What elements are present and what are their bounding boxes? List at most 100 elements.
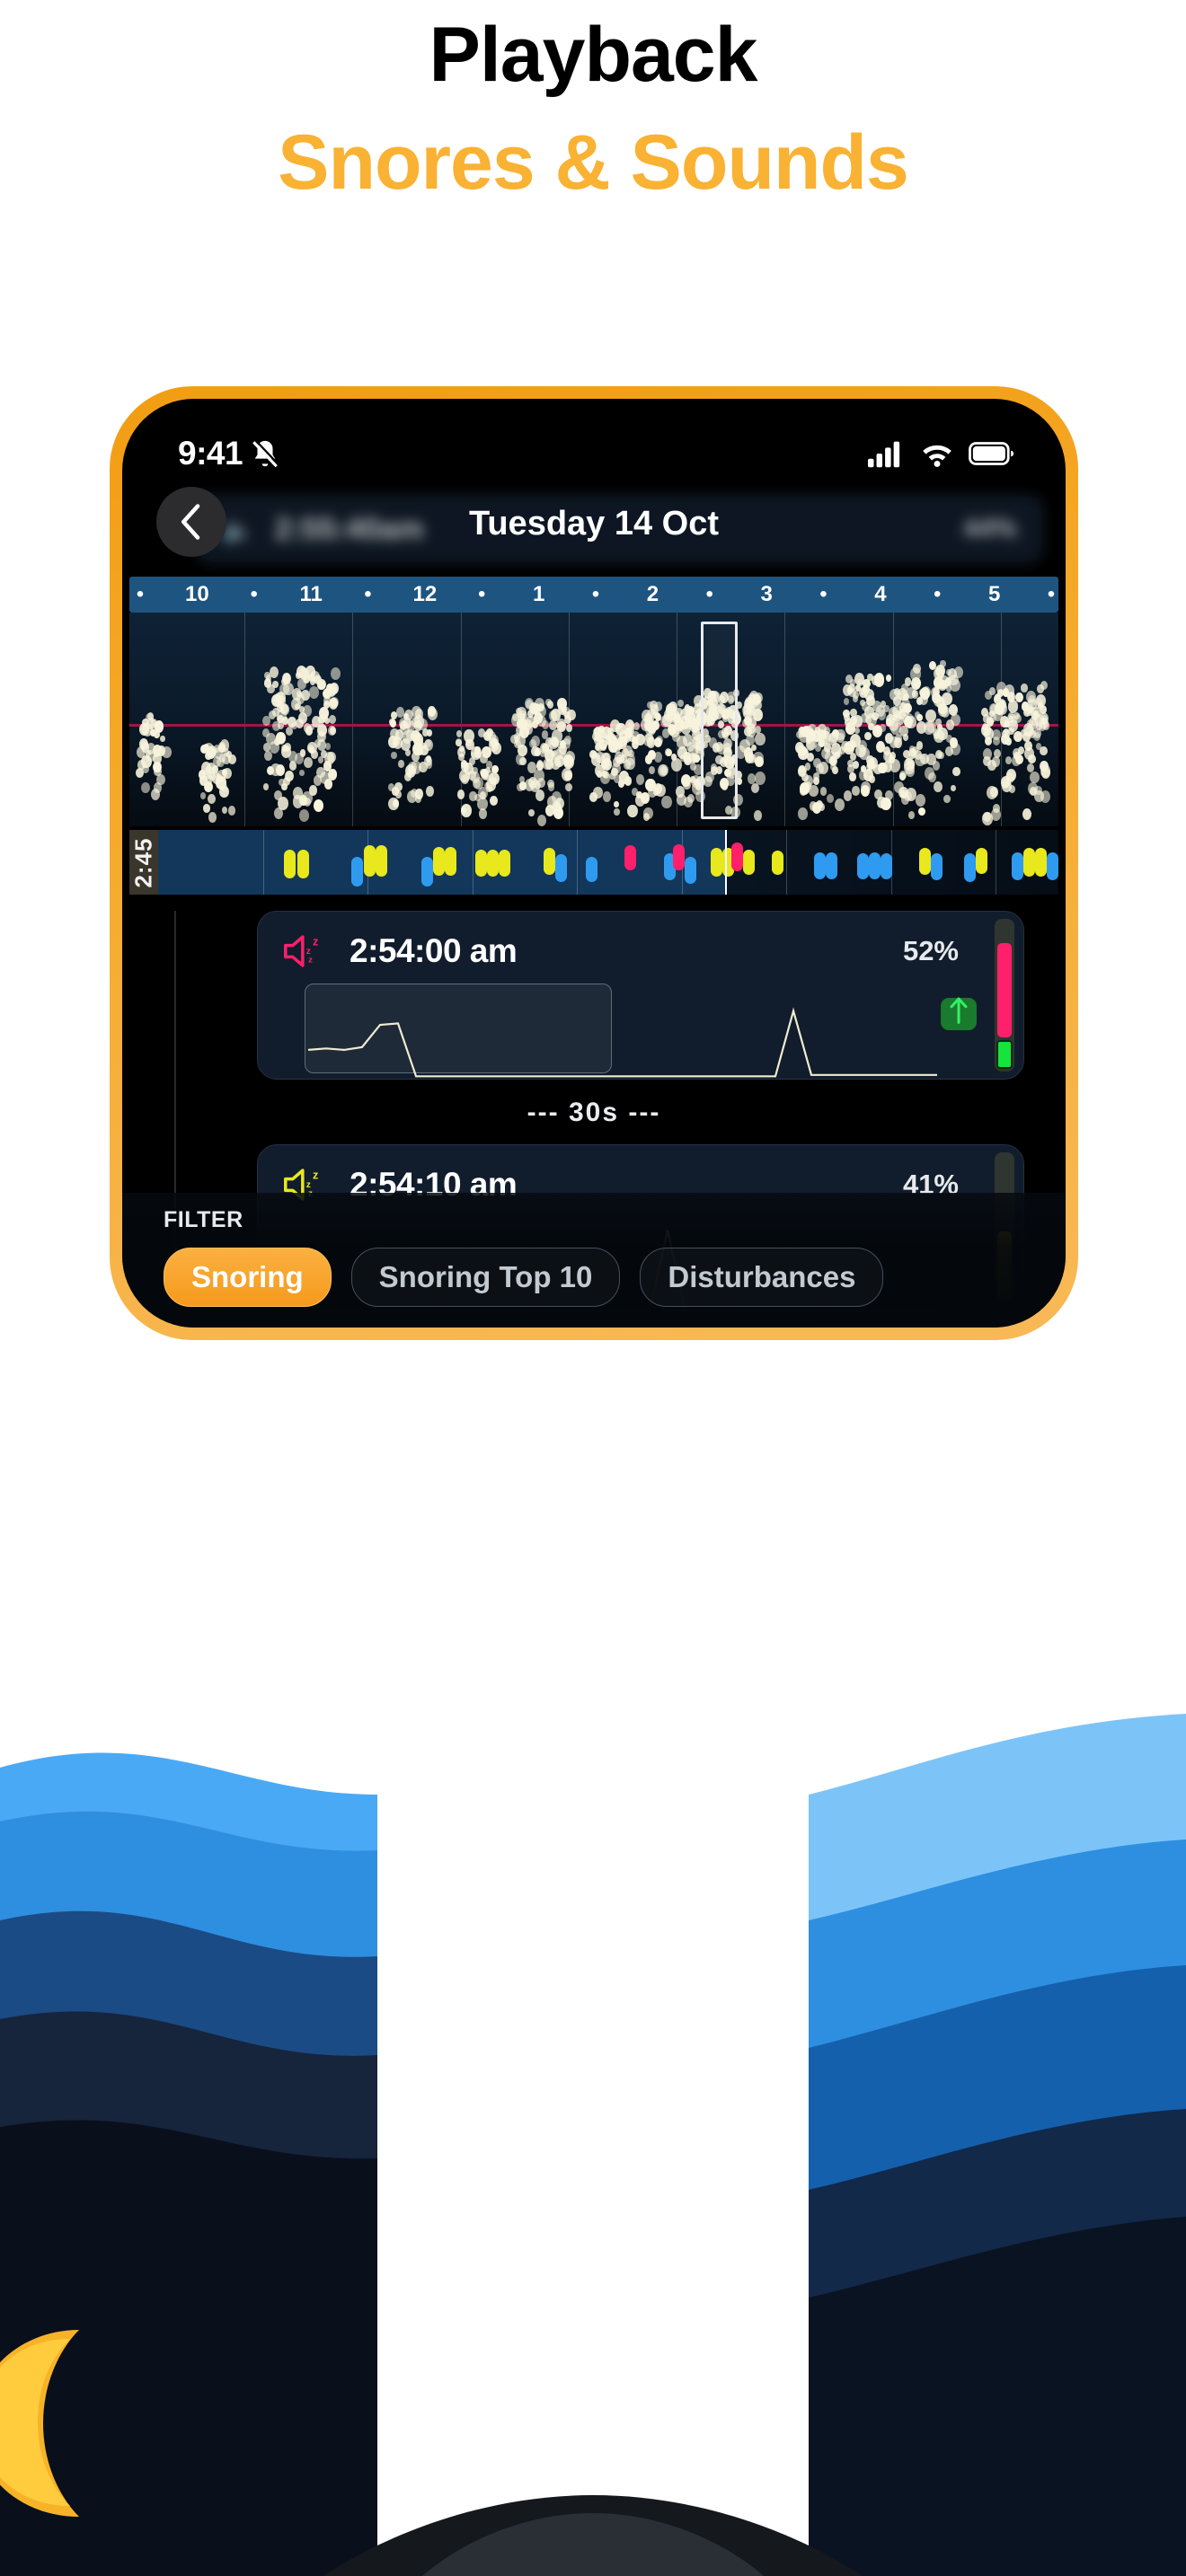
sound-event-marker[interactable] — [624, 845, 636, 870]
scatter-dot — [640, 792, 650, 804]
hour-ruler[interactable]: • 10 • 11 • 12 • 1 • 2 • 3 • 4 • 5 • — [129, 577, 1058, 613]
scatter-dot — [273, 807, 284, 820]
sound-event-marker[interactable] — [856, 852, 869, 879]
scatter-dot — [543, 759, 552, 770]
sound-event-marker[interactable] — [930, 852, 943, 881]
scatter-dot — [655, 783, 667, 798]
time-gap-separator: --- 30s --- — [527, 1098, 661, 1127]
scatter-dot — [872, 700, 882, 712]
playback-selection-window[interactable] — [700, 622, 739, 819]
scatter-dot — [883, 745, 891, 755]
sound-event-marker[interactable] — [297, 849, 310, 878]
sound-event-marker[interactable] — [825, 851, 837, 879]
scatter-dot — [695, 747, 705, 760]
sound-card[interactable]: z z z 2:54:00 am 52% — [257, 911, 1024, 1080]
ghost-speaker-icon: 🔈 — [221, 514, 255, 544]
sound-event-marker[interactable] — [444, 846, 456, 877]
scatter-dot — [901, 684, 908, 693]
sound-event-marker[interactable] — [1011, 851, 1023, 881]
sound-scatter-chart[interactable] — [129, 613, 1058, 826]
scatter-dot — [680, 720, 692, 735]
scatter-dot — [399, 722, 411, 736]
sound-event-marker[interactable] — [743, 849, 756, 876]
back-button[interactable] — [156, 487, 226, 557]
scatter-dot — [999, 698, 1005, 706]
scatter-dot — [702, 707, 711, 719]
sound-event-marker[interactable] — [351, 857, 364, 887]
sound-event-marker[interactable] — [711, 848, 723, 877]
scatter-dot — [461, 804, 472, 817]
sound-event-marker[interactable] — [284, 849, 296, 878]
sound-event-marker[interactable] — [474, 849, 487, 877]
scatter-dot — [915, 753, 925, 767]
svg-text:z: z — [306, 947, 311, 957]
sound-event-marker[interactable] — [432, 846, 445, 877]
sound-event-marker[interactable] — [363, 845, 376, 877]
scatter-dot — [303, 756, 313, 769]
scatter-dot — [537, 778, 545, 789]
sound-event-marker[interactable] — [975, 848, 987, 874]
scatter-dot — [309, 746, 315, 754]
scatter-dot — [320, 750, 327, 758]
sound-event-marker[interactable] — [673, 843, 686, 870]
sound-event-marker[interactable] — [731, 842, 744, 872]
scatter-dot — [647, 786, 657, 798]
scatter-dot — [552, 801, 560, 811]
scatter-dot — [930, 687, 939, 698]
scatter-dot — [427, 707, 438, 720]
sound-event-marker[interactable] — [420, 857, 433, 887]
scatter-dot — [1014, 693, 1023, 703]
scatter-dot — [392, 736, 403, 749]
scatter-dot — [712, 706, 724, 719]
sound-event-marker[interactable] — [918, 848, 931, 876]
scatter-dot — [876, 705, 886, 717]
scatter-dot — [873, 674, 884, 687]
scatter-dot — [562, 768, 573, 782]
sound-event-marker[interactable] — [880, 852, 892, 879]
scatter-dot — [903, 693, 909, 701]
sound-event-marker[interactable] — [772, 851, 784, 876]
sound-event-marker[interactable] — [486, 849, 499, 877]
scatter-dot — [279, 702, 288, 714]
sound-event-marker[interactable] — [1034, 848, 1047, 877]
scatter-dot — [986, 717, 995, 727]
wifi-icon — [923, 445, 951, 467]
scatter-dot — [735, 771, 743, 781]
threshold-line — [129, 723, 1058, 727]
sound-event-marker[interactable] — [868, 851, 881, 879]
filter-chip-disturbances[interactable]: Disturbances — [640, 1248, 884, 1307]
ruler-dot: • — [819, 582, 828, 606]
sound-event-marker[interactable] — [585, 857, 597, 882]
sound-event-marker[interactable] — [543, 848, 555, 876]
scatter-dot — [140, 741, 150, 754]
scatter-dot — [937, 728, 948, 741]
share-upload-button[interactable] — [941, 997, 977, 1030]
sound-event-marker[interactable] — [1047, 851, 1058, 881]
sound-event-marker[interactable] — [1022, 848, 1035, 877]
scatter-dot — [751, 744, 757, 752]
scatter-dot — [140, 781, 150, 794]
playhead-indicator[interactable] — [725, 830, 728, 895]
filter-chip-snoring-top-10[interactable]: Snoring Top 10 — [350, 1248, 621, 1307]
filter-chip-snoring[interactable]: Snoring — [164, 1248, 332, 1307]
sound-event-marker[interactable] — [498, 849, 510, 877]
sound-event-marker[interactable] — [554, 854, 567, 882]
sound-event-marker[interactable] — [664, 852, 677, 881]
scatter-dot — [916, 721, 926, 734]
svg-text:z: z — [313, 1169, 318, 1182]
sound-event-marker[interactable] — [685, 857, 697, 885]
scatter-dot — [642, 709, 652, 722]
scatter-dot — [276, 710, 288, 723]
scatter-dot — [806, 752, 815, 763]
sound-event-marker[interactable] — [375, 845, 387, 877]
sound-event-marker[interactable] — [963, 852, 976, 882]
scatter-dot — [295, 753, 305, 764]
scatter-dot — [951, 714, 960, 727]
sound-event-marker[interactable] — [813, 851, 826, 879]
scatter-dot — [670, 754, 677, 762]
scatter-dot — [916, 741, 924, 751]
scatter-dot — [541, 729, 549, 739]
scatter-dot — [900, 707, 909, 718]
event-marker-strip[interactable] — [158, 830, 1058, 895]
scatter-dot — [595, 764, 606, 777]
